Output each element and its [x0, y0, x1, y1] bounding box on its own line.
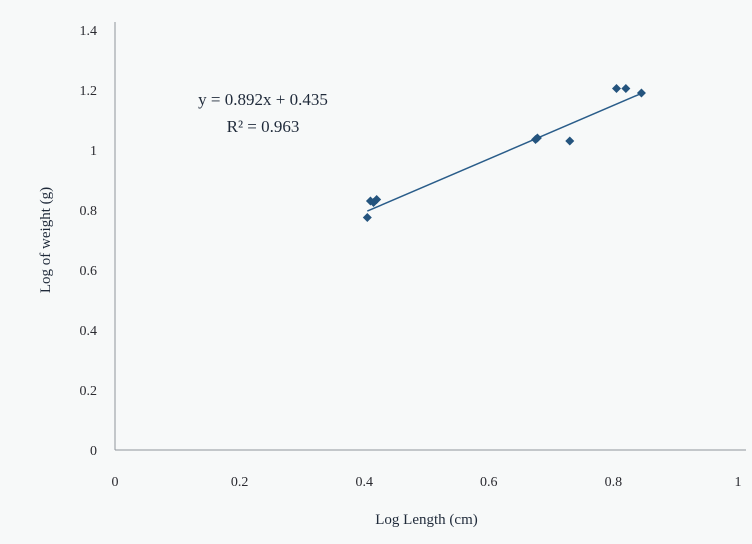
data-point [565, 136, 575, 146]
x-tick-label: 0.2 [231, 475, 249, 490]
x-tick-label: 0.8 [605, 475, 623, 490]
x-tick-label: 0.6 [480, 475, 498, 490]
y-tick-label: 0 [90, 444, 97, 459]
r-squared-label: R² = 0.963 [227, 117, 300, 136]
y-tick-label: 0.2 [80, 384, 98, 399]
trendline [367, 92, 642, 212]
data-point [621, 84, 631, 93]
y-tick-labels: 0 0.2 0.4 0.6 0.8 1 1.2 1.4 [80, 24, 98, 459]
data-point [532, 133, 542, 143]
y-axis-title: Log of weight (g) [38, 187, 54, 293]
x-tick-labels: 0 0.2 0.4 0.6 0.8 1 [112, 475, 742, 490]
data-point [372, 195, 382, 204]
x-tick-label: 0 [112, 475, 119, 490]
data-point [636, 88, 646, 98]
y-tick-label: 1 [90, 144, 97, 159]
y-tick-label: 0.6 [80, 264, 98, 279]
trendline-equation: y = 0.892x + 0.435 [198, 90, 328, 109]
data-point [612, 84, 622, 93]
x-tick-label: 1 [735, 475, 742, 490]
x-tick-label: 0.4 [355, 475, 373, 490]
y-tick-label: 0.8 [80, 204, 98, 219]
data-points [362, 84, 646, 222]
y-tick-label: 0.4 [80, 324, 98, 339]
y-tick-label: 1.4 [80, 24, 98, 39]
x-axis-title: Log Length (cm) [375, 512, 477, 528]
data-point [362, 213, 372, 222]
y-tick-label: 1.2 [80, 84, 98, 99]
